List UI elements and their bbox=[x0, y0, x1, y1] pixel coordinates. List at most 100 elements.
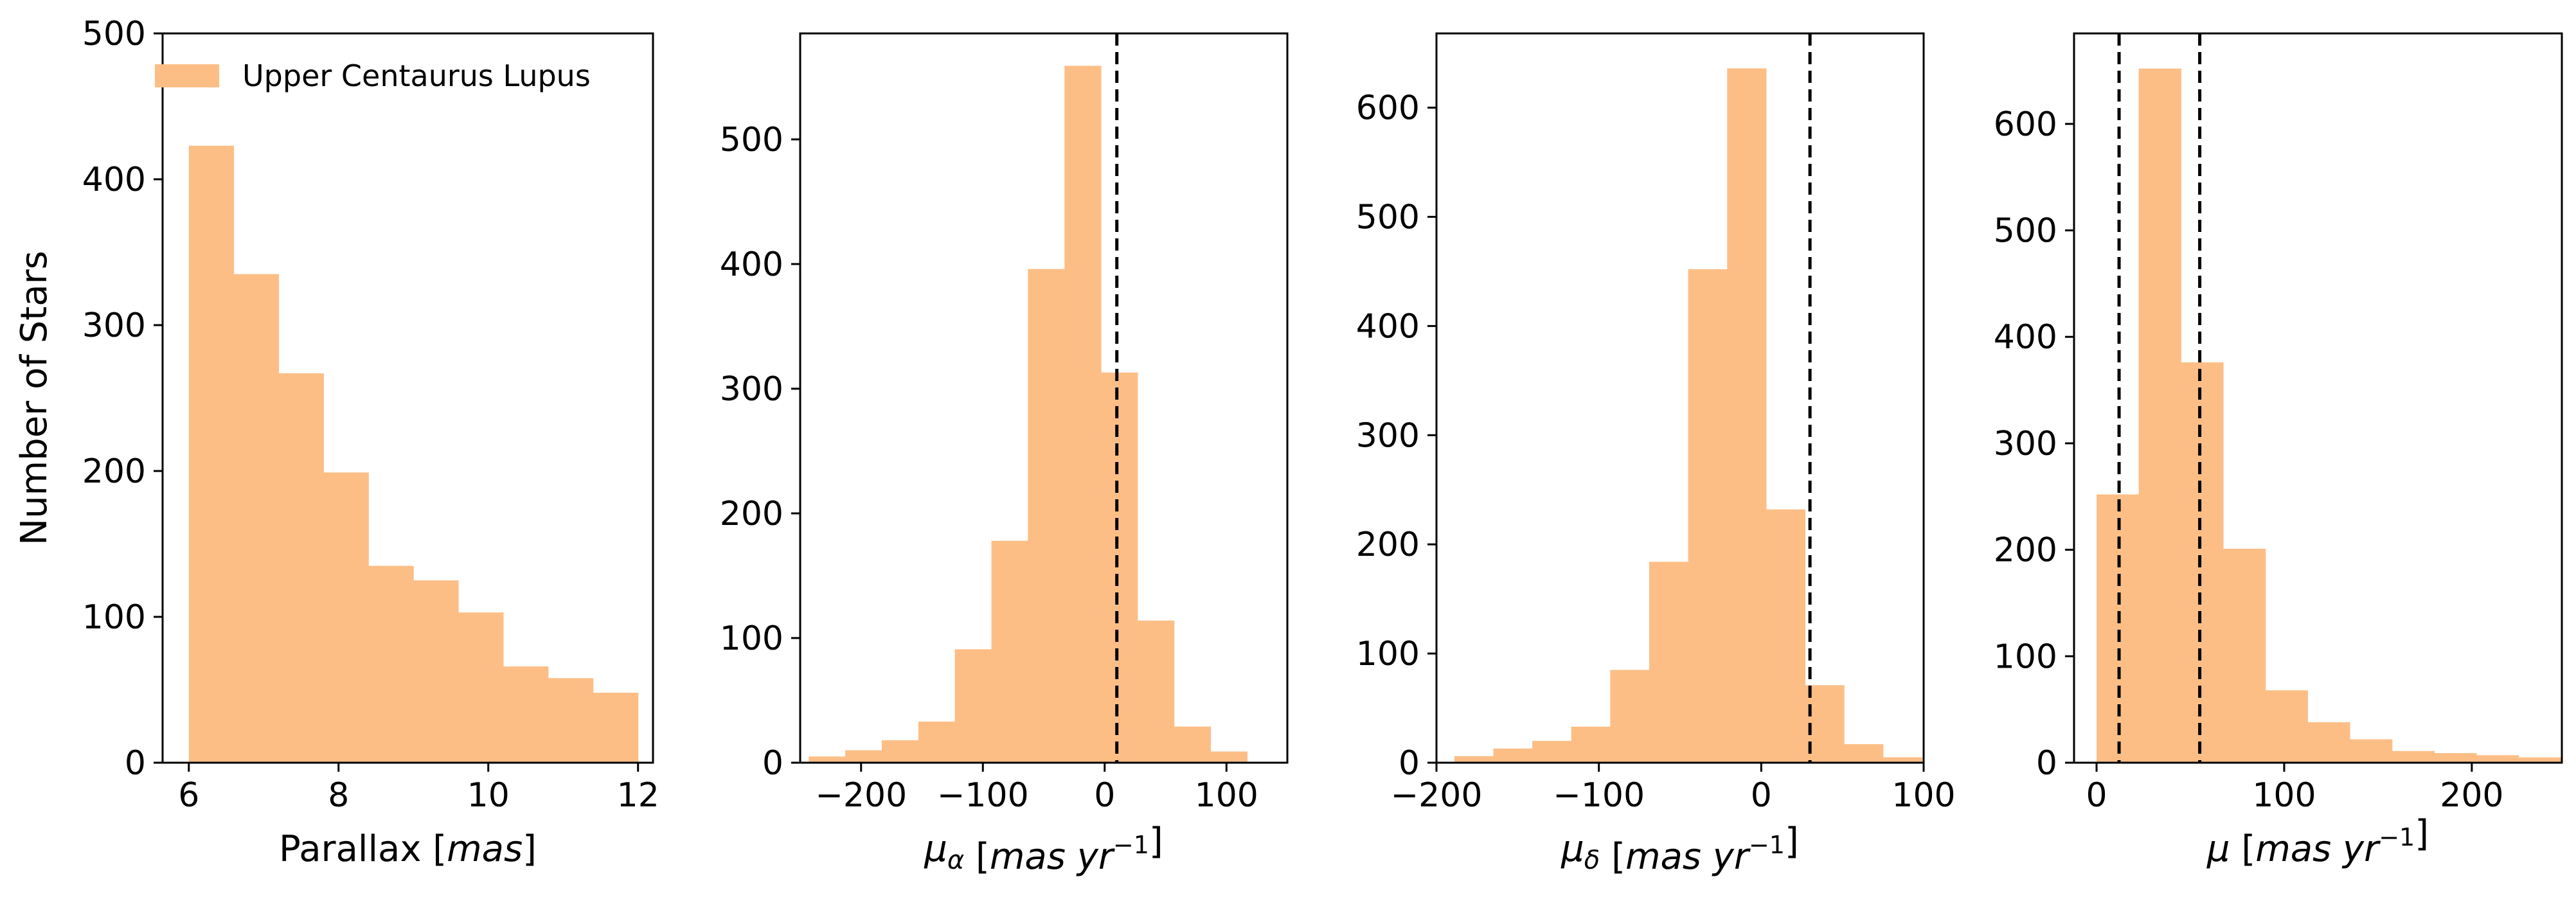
histogram-bar bbox=[1064, 66, 1102, 763]
histogram-bar bbox=[548, 678, 594, 763]
x-tick-label: 10 bbox=[467, 776, 510, 815]
histogram-bar bbox=[233, 274, 280, 763]
legend-swatch bbox=[155, 64, 219, 87]
x-axis-label-part: mas yr bbox=[990, 836, 1115, 878]
y-tick-label: 200 bbox=[720, 495, 783, 533]
histogram-bar bbox=[2434, 753, 2477, 763]
histogram-bar bbox=[881, 740, 919, 763]
y-tick-label: 100 bbox=[720, 619, 783, 658]
y-tick-label: 100 bbox=[1356, 635, 1420, 673]
histogram-bar bbox=[413, 580, 459, 763]
y-tick-label: 500 bbox=[1994, 212, 2057, 251]
x-axis-label-part: μ bbox=[2206, 828, 2230, 870]
histogram-bar bbox=[2350, 739, 2393, 763]
y-tick-label: 300 bbox=[1356, 416, 1420, 455]
y-tick-label: 0 bbox=[2036, 744, 2057, 783]
y-tick-label: 200 bbox=[1356, 526, 1420, 564]
histogram-bar bbox=[1454, 756, 1494, 763]
x-tick-label: −100 bbox=[1553, 776, 1645, 815]
y-tick-label: 600 bbox=[1356, 89, 1420, 128]
x-axis-label-part: mas yr bbox=[2255, 828, 2381, 870]
x-tick-label: 8 bbox=[328, 776, 349, 815]
legend: Upper Centaurus Lupus bbox=[155, 58, 591, 93]
x-axis-label-part: mas yr bbox=[1625, 836, 1751, 878]
y-tick-label: 0 bbox=[1399, 744, 1420, 783]
x-axis-label-part: ] bbox=[523, 828, 537, 870]
y-tick-label: 300 bbox=[720, 370, 783, 409]
x-axis-label-part: [ bbox=[964, 836, 990, 878]
histogram-bar bbox=[188, 145, 235, 763]
axes-frame bbox=[799, 32, 1289, 764]
x-axis-label-part: −1 bbox=[1749, 831, 1785, 859]
y-tick-label: 200 bbox=[82, 452, 146, 491]
x-axis-label-part: μ bbox=[1561, 828, 1584, 870]
chart-panel-2: −200 −100 0 100 0 100 200 300 400 500 μα [mas yr−1… bbox=[720, 32, 1289, 878]
histogram-bar bbox=[1649, 562, 1689, 763]
histogram-bar bbox=[1727, 68, 1767, 763]
y-tick-label: 300 bbox=[82, 306, 146, 345]
y-tick-label: 500 bbox=[82, 15, 146, 53]
x-tick-label: 0 bbox=[1751, 776, 1772, 815]
x-axis-label-part: α bbox=[947, 846, 964, 875]
histogram-bar bbox=[2518, 757, 2562, 763]
x-tick-label: −200 bbox=[815, 776, 907, 815]
y-tick-label: 400 bbox=[720, 245, 783, 284]
chart-panel-3: −200 −100 0 100 0 100 200 300 400 500 600 μδ [mas y… bbox=[1356, 32, 1956, 878]
histogram-bar bbox=[323, 472, 369, 763]
histogram-bar bbox=[2138, 68, 2181, 763]
axes-frame bbox=[161, 32, 654, 764]
histogram-bar bbox=[278, 373, 324, 763]
histogram-bar bbox=[1028, 269, 1065, 763]
chart-panel-4: 0 100 200 0 100 200 300 400 500 600 μ [mas yr−1] bbox=[1994, 32, 2563, 870]
histogram-bar bbox=[1766, 509, 1806, 763]
x-axis-label-part: μ bbox=[924, 828, 947, 870]
y-tick-label: 400 bbox=[1356, 307, 1420, 346]
histogram-bar bbox=[1101, 372, 1138, 763]
histogram-bar bbox=[503, 666, 549, 763]
y-tick-label: 200 bbox=[1994, 531, 2057, 570]
histogram-bar bbox=[2097, 494, 2140, 763]
histogram-bar bbox=[1688, 269, 1728, 763]
x-axis-label: μδ [mas yr−1] bbox=[1561, 821, 1799, 878]
x-axis-label: Parallax [mas] bbox=[279, 828, 537, 870]
chart-panel-1: 6 8 10 12 0 100 200 300 400 500 Parallax [mas] Numb… bbox=[13, 15, 659, 870]
histogram-bar bbox=[1174, 726, 1212, 763]
histogram-bar bbox=[593, 693, 639, 763]
x-axis-label: μα [mas yr−1] bbox=[924, 821, 1163, 878]
x-axis-label-part: ] bbox=[1785, 821, 1799, 862]
x-tick-label: 100 bbox=[2252, 776, 2316, 815]
y-tick-label: 400 bbox=[1994, 318, 2057, 357]
x-axis-label-part: ] bbox=[2415, 813, 2429, 855]
histogram-bar bbox=[809, 756, 846, 763]
axes-frame bbox=[1435, 32, 1925, 764]
histogram-bar bbox=[954, 649, 992, 763]
histogram-bar bbox=[918, 721, 956, 763]
y-tick-label: 400 bbox=[82, 161, 146, 199]
x-axis-label-part: δ bbox=[1584, 846, 1600, 875]
x-tick-label: 0 bbox=[2086, 776, 2107, 815]
x-tick-label: 12 bbox=[617, 776, 659, 815]
y-tick-label: 100 bbox=[1994, 637, 2057, 676]
legend-label: Upper Centaurus Lupus bbox=[242, 58, 591, 93]
histogram-bar bbox=[458, 612, 504, 763]
y-tick-label: 300 bbox=[1994, 425, 2057, 463]
histogram-bar bbox=[1844, 744, 1884, 763]
x-tick-label: 100 bbox=[1195, 776, 1258, 815]
histogram-bar bbox=[1210, 751, 1248, 763]
x-tick-label: 100 bbox=[1892, 776, 1955, 815]
x-tick-label: 6 bbox=[178, 776, 199, 815]
y-tick-label: 500 bbox=[720, 121, 783, 159]
y-tick-label: 500 bbox=[1356, 198, 1420, 236]
axes-frame bbox=[2073, 32, 2563, 764]
x-axis-label: μ [mas yr−1] bbox=[2206, 813, 2429, 870]
histogram-bar bbox=[1571, 726, 1611, 763]
x-axis-label-part: ] bbox=[1149, 821, 1163, 862]
x-axis-label-part: [ bbox=[1600, 836, 1625, 878]
histogram-bar bbox=[2476, 755, 2519, 763]
y-axis-label: Number of Stars bbox=[13, 251, 55, 546]
x-axis-label-part: [ bbox=[2230, 828, 2256, 870]
histogram-bar bbox=[2265, 690, 2308, 763]
x-axis-label-part: −1 bbox=[1113, 831, 1149, 859]
x-axis-label-part: mas bbox=[447, 828, 523, 870]
